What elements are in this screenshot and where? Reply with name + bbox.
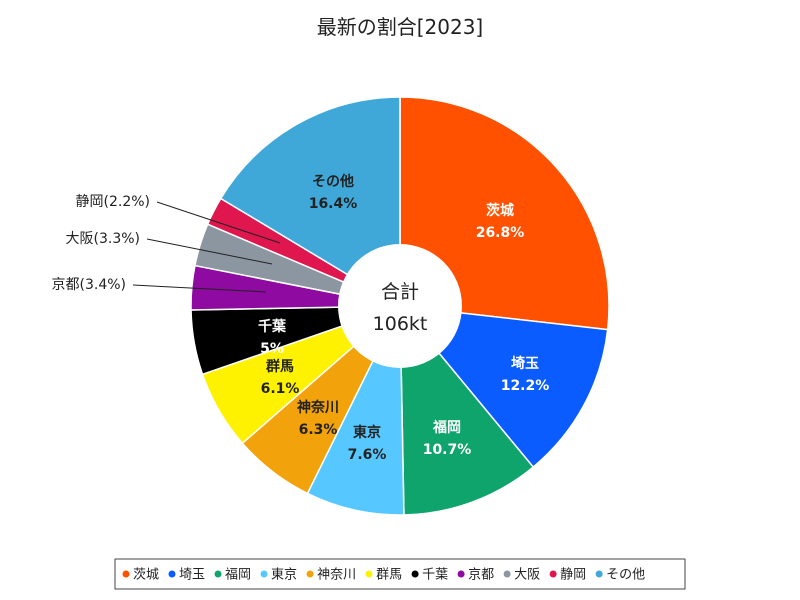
legend-item: 神奈川 [317, 568, 356, 583]
slice-label-name: 群馬 [265, 358, 294, 375]
center-label-title: 合計 [381, 281, 419, 303]
legend-marker [457, 570, 465, 578]
legend-item: 東京 [271, 567, 297, 583]
donut-hole [338, 244, 462, 368]
callout-line [146, 238, 273, 265]
legend-marker [214, 570, 222, 578]
legend-item: 大阪 [514, 568, 540, 583]
slice-label-value: 5% [260, 341, 284, 357]
slice-label-value: 10.7% [423, 442, 472, 458]
legend-marker [595, 570, 603, 578]
legend-item: その他 [606, 568, 645, 583]
callout-label: 京都(3.4%) [52, 277, 127, 293]
slice-茨城 [399, 96, 610, 331]
legend-marker [549, 570, 557, 578]
slice-label-value: 6.3% [299, 422, 338, 438]
center-label-total: 106kt [373, 313, 428, 335]
slice-label-name: 埼玉 [511, 355, 539, 372]
slice-label-value: 7.6% [348, 447, 387, 463]
slice-label-name: 福岡 [432, 419, 461, 436]
legend-marker [411, 570, 419, 578]
legend-marker [306, 570, 314, 578]
slice-埼玉 [398, 305, 609, 469]
legend-item: 京都 [468, 568, 494, 583]
callouts-group: 京都(3.4%) 大阪(3.3%) 静岡(2.2%) [52, 194, 281, 293]
slice-label-name: 茨城 [486, 202, 514, 219]
legend-marker [122, 570, 130, 578]
chart-title: 最新の割合[2023] [317, 15, 484, 39]
slice-labels-group: 茨城 26.8% 埼玉 12.2% 福岡 10.7% 東京 7.6% 神奈川 6.3% 群馬 6.1%… [258, 173, 549, 463]
slice-label-name: その他 [312, 173, 354, 190]
slice-label-name: 千葉 [258, 318, 287, 335]
legend-item: 埼玉 [179, 568, 205, 583]
legend-item: 千葉 [422, 568, 448, 583]
slice-label-name: 東京 [353, 424, 381, 441]
legend-item: 福岡 [225, 568, 251, 583]
slice-label-name: 神奈川 [297, 399, 339, 416]
legend: 茨城 埼玉 福岡 東京 神奈川 群馬 千葉 京都 大阪 静岡 その他 [114, 558, 686, 590]
slice-label-value: 26.8% [476, 225, 525, 241]
callout-line [156, 201, 281, 244]
slice-その他 [219, 96, 401, 308]
slice-label-value: 12.2% [501, 378, 550, 394]
legend-item: 静岡 [560, 568, 586, 583]
legend-marker [260, 570, 268, 578]
legend-item: 茨城 [133, 568, 159, 583]
legend-marker [365, 570, 373, 578]
legend-item: 群馬 [376, 568, 402, 583]
legend-marker [503, 570, 511, 578]
legend-box [114, 558, 686, 590]
callout-label: 大阪(3.3%) [66, 231, 141, 247]
slice-label-value: 16.4% [309, 196, 358, 212]
callout-label: 静岡(2.2%) [76, 194, 151, 210]
legend-marker [168, 570, 176, 578]
callout-line [132, 284, 267, 293]
slice-label-value: 6.1% [261, 381, 300, 397]
